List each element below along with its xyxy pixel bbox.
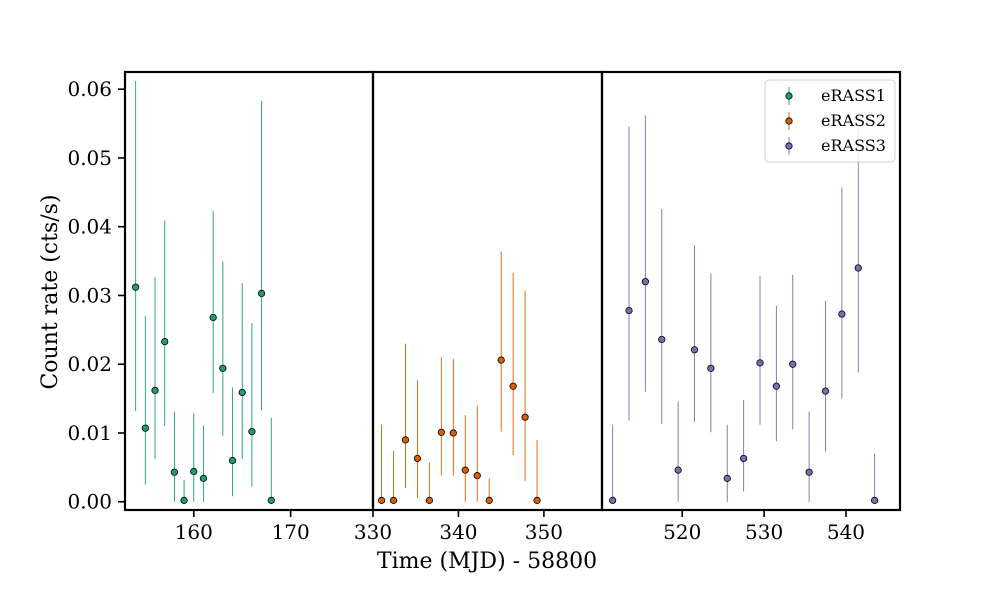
data-point <box>449 429 457 437</box>
data-point <box>609 496 617 504</box>
data-point <box>170 468 179 476</box>
data-point <box>772 382 780 390</box>
data-point <box>485 496 493 504</box>
legend-marker <box>785 92 793 100</box>
y-tick-label: 0.00 <box>67 490 112 514</box>
data-point <box>209 313 217 322</box>
data-point <box>219 364 227 372</box>
data-point <box>740 454 748 463</box>
x-tick-label: 340 <box>439 520 477 544</box>
legend-marker <box>785 117 793 125</box>
series-erass3 <box>609 115 879 504</box>
legend-entry-erass1: eRASS1 <box>785 86 886 105</box>
data-point <box>625 306 633 315</box>
legend: eRASS1 eRASS2 eRASS3 <box>764 79 896 163</box>
y-tick-label: 0.03 <box>67 283 112 307</box>
legend-marker <box>785 142 793 150</box>
x-tick-label: 350 <box>525 520 563 544</box>
data-point <box>789 360 797 368</box>
data-point <box>267 496 275 504</box>
y-tick-label: 0.04 <box>67 215 112 239</box>
legend-label: eRASS3 <box>821 136 886 155</box>
series-erass1 <box>132 80 275 504</box>
x-axis-label: Time (MJD) - 58800 <box>377 549 597 574</box>
data-point <box>461 466 469 474</box>
legend-box <box>764 79 896 163</box>
plot-marks <box>132 80 879 504</box>
x-tick-label: 170 <box>272 520 310 544</box>
x-tick-label: 530 <box>745 520 783 544</box>
data-point <box>199 474 208 482</box>
data-point <box>756 359 764 367</box>
data-point <box>190 467 198 476</box>
axes: 0.00 0.01 0.02 0.03 0.04 0.05 0.06 160 170 330 340… <box>67 77 865 544</box>
data-point <box>805 468 813 476</box>
data-point <box>723 474 731 482</box>
data-point <box>425 496 433 504</box>
legend-entry-erass2: eRASS2 <box>785 111 886 130</box>
panel-frame-1 <box>123 70 375 512</box>
data-point <box>641 278 649 286</box>
series-erass2 <box>377 251 541 504</box>
legend-label: eRASS2 <box>821 111 886 130</box>
data-point <box>228 456 237 465</box>
data-point <box>521 413 529 421</box>
panel-frame-2 <box>371 70 604 512</box>
data-point <box>690 346 699 354</box>
data-point <box>161 337 169 346</box>
data-point <box>658 335 666 344</box>
x-tick-label: 520 <box>663 520 701 544</box>
data-point <box>509 382 517 390</box>
panel-frame-3 <box>600 70 902 512</box>
data-point <box>838 310 846 318</box>
data-point <box>854 264 862 272</box>
data-point <box>401 436 410 444</box>
y-tick-label: 0.01 <box>67 421 112 445</box>
data-point <box>707 364 715 372</box>
data-point <box>257 289 266 298</box>
data-point <box>238 388 246 397</box>
legend-entry-erass3: eRASS3 <box>785 136 886 155</box>
x-tick-label: 540 <box>827 520 865 544</box>
y-tick-label: 0.06 <box>67 77 112 101</box>
data-point <box>437 428 445 436</box>
data-point <box>533 496 541 504</box>
data-point <box>674 466 682 474</box>
data-point <box>821 387 830 395</box>
data-point <box>473 472 481 480</box>
data-point <box>141 424 149 432</box>
data-point <box>389 496 398 504</box>
data-point <box>871 496 879 504</box>
y-tick-label: 0.02 <box>67 352 112 376</box>
y-axis-label: Count rate (cts/s) <box>38 194 63 389</box>
data-point <box>377 496 386 504</box>
data-point <box>497 356 505 364</box>
data-point <box>413 454 422 463</box>
data-point <box>248 428 256 436</box>
legend-label: eRASS1 <box>821 86 886 105</box>
y-tick-label: 0.05 <box>67 146 112 170</box>
panel-frames <box>123 70 902 512</box>
data-point <box>132 283 140 291</box>
data-point <box>180 496 188 504</box>
x-tick-label: 330 <box>354 520 392 544</box>
x-tick-label: 160 <box>175 520 213 544</box>
data-point <box>151 386 159 394</box>
